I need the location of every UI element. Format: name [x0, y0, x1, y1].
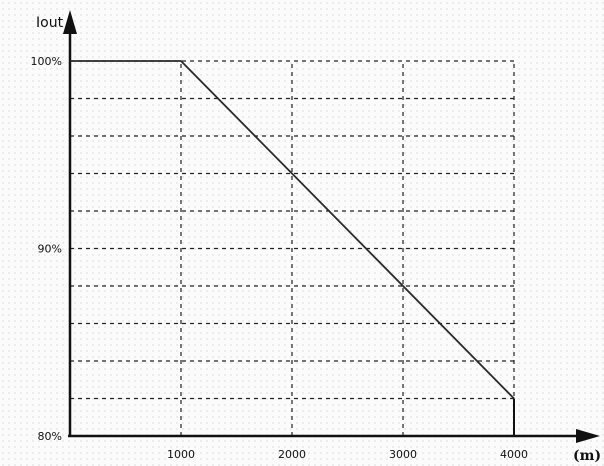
- x-tick-label: 4000: [500, 448, 528, 461]
- y-axis-label: Iout: [36, 15, 64, 31]
- y-tick-label: 90%: [38, 243, 62, 256]
- x-axis-label: (m): [573, 448, 601, 464]
- tick-labels: 80% 90% 100% 1000 2000 3000 4000: [31, 55, 528, 461]
- series: [69, 60, 515, 436]
- grid: [70, 60, 515, 436]
- y-tick-label: 80%: [38, 430, 62, 443]
- y-axis-arrow-icon: [63, 10, 77, 34]
- y-tick-label: 100%: [31, 55, 62, 68]
- axes: [63, 10, 600, 443]
- x-axis-arrow-icon: [576, 429, 600, 443]
- x-tick-label: 1000: [167, 448, 195, 461]
- x-tick-label: 2000: [278, 448, 306, 461]
- x-tick-label: 3000: [389, 448, 417, 461]
